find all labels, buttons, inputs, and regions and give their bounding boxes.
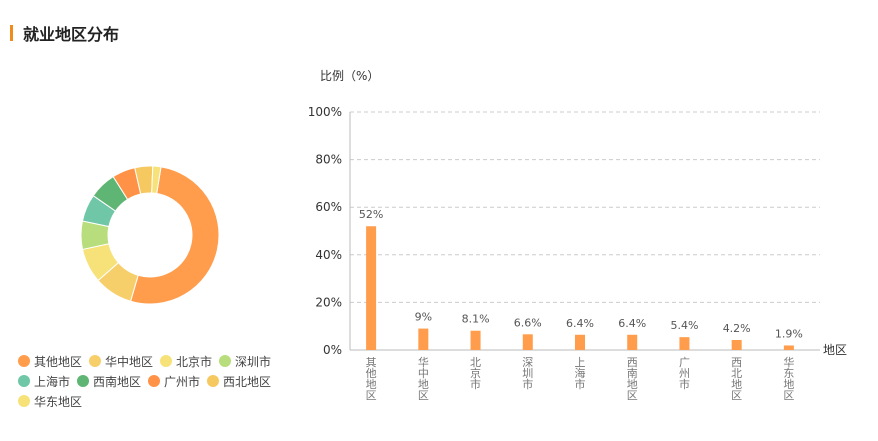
- y-tick-label: 80%: [315, 153, 342, 167]
- bar-value-label: 1.9%: [775, 327, 803, 340]
- bar-chart: 比例（%） 0% 20% 40% 60% 80% 100% 地区 52% 其他地区 9% 华中地区 8.…: [308, 69, 847, 402]
- bar-item-6[interactable]: [627, 334, 638, 350]
- bar-item-1[interactable]: [366, 226, 377, 350]
- bar-value-label: 6.4%: [566, 317, 594, 330]
- legend-swatch-icon: [18, 395, 30, 407]
- y-tick-label: 100%: [308, 105, 342, 119]
- y-tick-label: 0%: [323, 343, 342, 357]
- legend-item[interactable]: 广州市: [148, 371, 200, 391]
- legend-label: 广州市: [164, 374, 201, 389]
- legend-swatch-icon: [219, 355, 232, 367]
- bar-item-2[interactable]: [418, 328, 429, 350]
- bar-item-9[interactable]: [783, 345, 794, 350]
- legend-label: 深圳市: [235, 354, 272, 369]
- legend-item[interactable]: 深圳市: [219, 351, 271, 371]
- legend-item[interactable]: 北京市: [160, 351, 212, 371]
- title-accent-bar: [10, 25, 13, 41]
- section-header: 就业地区分布: [10, 22, 119, 44]
- bar-value-label: 9%: [415, 311, 432, 324]
- y-tick-label: 20%: [315, 295, 342, 309]
- bar-item-3[interactable]: [470, 330, 481, 350]
- y-tick-label: 60%: [315, 200, 342, 214]
- x-tick-label: 西北地区: [731, 356, 742, 402]
- legend-label: 西北地区: [223, 374, 272, 389]
- x-tick-label: 广州市: [679, 356, 690, 391]
- legend-label: 华中地区: [105, 354, 154, 369]
- legend-swatch-icon: [18, 375, 30, 387]
- legend-swatch-icon: [207, 375, 220, 387]
- x-tick-label: 上海市: [575, 356, 586, 391]
- legend-item[interactable]: 华中地区: [89, 351, 153, 371]
- bar-value-label: 8.1%: [462, 313, 490, 326]
- donut-slice-item-9[interactable]: [151, 165, 162, 195]
- legend-item[interactable]: 华东地区: [18, 391, 82, 411]
- legend-item[interactable]: 西南地区: [77, 371, 141, 391]
- legend-item[interactable]: 其他地区: [18, 351, 82, 371]
- donut-chart: [80, 165, 220, 305]
- bar-item-5[interactable]: [575, 334, 585, 350]
- legend-swatch-icon: [148, 375, 161, 387]
- donut-slice-item-1[interactable]: [129, 166, 220, 305]
- bar-item-8[interactable]: [731, 340, 742, 350]
- legend-item[interactable]: 上海市: [18, 371, 70, 391]
- x-tick-label: 西南地区: [627, 356, 638, 402]
- legend-label: 其他地区: [34, 354, 83, 369]
- legend-label: 北京市: [176, 354, 213, 369]
- legend-item[interactable]: 西北地区: [207, 371, 271, 391]
- y-axis-label: 比例（%）: [320, 69, 379, 83]
- section-title: 就业地区分布: [23, 25, 120, 44]
- legend-label: 上海市: [34, 374, 71, 389]
- legend-swatch-icon: [160, 355, 173, 367]
- x-tick-label: 北京市: [470, 356, 481, 391]
- bar-value-label: 6.6%: [514, 316, 542, 329]
- legend-swatch-icon: [89, 355, 102, 367]
- x-tick-label: 深圳市: [522, 356, 533, 391]
- x-tick-label: 华中地区: [418, 355, 429, 402]
- bar-item-4[interactable]: [522, 334, 533, 350]
- y-tick-label: 40%: [315, 248, 342, 262]
- x-tick-label: 华东地区: [783, 355, 794, 402]
- x-tick-label: 其他地区: [366, 356, 377, 402]
- bar-value-label: 6.4%: [618, 317, 646, 330]
- bar-value-label: 5.4%: [670, 319, 698, 332]
- legend-label: 西南地区: [93, 374, 142, 389]
- legend-label: 华东地区: [34, 394, 83, 409]
- bar-value-label: 4.2%: [723, 322, 751, 335]
- x-axis-label: 地区: [823, 343, 847, 357]
- donut-legend: 其他地区 华中地区 北京市 深圳市上海市 西南地区 广州市 西北地区华东地区: [18, 351, 293, 411]
- legend-swatch-icon: [77, 375, 90, 387]
- bar-item-7[interactable]: [679, 337, 690, 350]
- bar-value-label: 52%: [359, 208, 383, 221]
- legend-swatch-icon: [18, 355, 30, 367]
